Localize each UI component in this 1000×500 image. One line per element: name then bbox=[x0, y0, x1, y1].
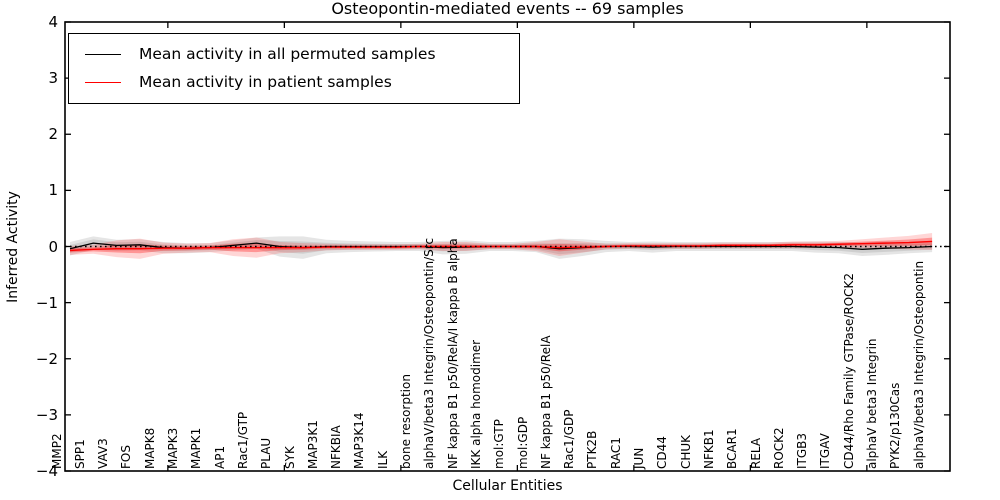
x-tick-label: ROCK2 bbox=[771, 427, 786, 469]
x-tick-label: Rac1/GDP bbox=[562, 409, 577, 469]
x-tick-label: CHUK bbox=[678, 434, 693, 469]
x-tick-label: NF kappa B1 p50/RelA bbox=[538, 335, 553, 469]
legend-label: Mean activity in patient samples bbox=[139, 73, 392, 91]
x-axis-label: Cellular Entities bbox=[452, 478, 563, 494]
x-tick-label: MMP2 bbox=[49, 433, 64, 469]
legend-entry-patient: Mean activity in patient samples bbox=[79, 68, 509, 96]
x-tick-label: MAP3K14 bbox=[352, 412, 367, 469]
x-tick-label: AP1 bbox=[212, 445, 227, 469]
chart-title: Osteopontin-mediated events -- 69 sample… bbox=[331, 0, 684, 18]
x-tick-label: alphaV/beta3 Integrin/Osteopontin bbox=[911, 260, 926, 469]
x-tick-label: JUN bbox=[632, 447, 646, 469]
x-tick-label: mol:GDP bbox=[515, 416, 530, 469]
x-tick-label: MAPK8 bbox=[142, 427, 157, 469]
x-tick-label: NFKBIA bbox=[329, 425, 344, 469]
x-tick-label: PLAU bbox=[259, 437, 274, 469]
x-tick-label: SPP1 bbox=[72, 439, 87, 469]
legend-line-sample-black-icon bbox=[85, 53, 121, 55]
y-tick-label: 3 bbox=[48, 69, 58, 88]
x-tick-label: MAPK3 bbox=[166, 427, 180, 469]
legend-line-sample-red-icon bbox=[85, 81, 121, 83]
y-tick-label: −2 bbox=[35, 349, 58, 368]
patient-band-inner bbox=[70, 237, 933, 254]
x-tick-label: NFKB1 bbox=[701, 429, 716, 469]
y-tick-label: 4 bbox=[48, 13, 58, 31]
legend-entry-permuted: Mean activity in all permuted samples bbox=[79, 40, 509, 68]
x-tick-label: alphaV beta3 Integrin bbox=[865, 338, 879, 469]
x-tick-label: BCAR1 bbox=[725, 428, 740, 469]
x-tick-label: alphaV/beta3 Integrin/Osteopontin/Src bbox=[422, 237, 437, 469]
x-tick-label: RELA bbox=[748, 437, 763, 469]
y-tick-label: −4 bbox=[35, 462, 58, 480]
x-tick-label: MAP3K1 bbox=[305, 420, 320, 469]
y-tick-label: 0 bbox=[48, 237, 58, 256]
x-tick-label: VAV3 bbox=[96, 438, 111, 469]
x-tick-label: MAPK1 bbox=[189, 427, 204, 469]
x-tick-label: RAC1 bbox=[608, 437, 623, 469]
x-tick-label: FOS bbox=[119, 445, 134, 469]
x-tick-label: PTK2B bbox=[585, 430, 600, 469]
x-tick-label: Rac1/GTP bbox=[235, 411, 250, 469]
x-tick-label: CD44 bbox=[655, 436, 670, 469]
x-tick-label: IKK alpha homodimer bbox=[468, 339, 483, 469]
x-tick-label: NF kappa B1 p50/RelA/I kappa B alpha bbox=[445, 238, 460, 469]
legend: Mean activity in all permuted samples Me… bbox=[68, 33, 520, 104]
x-tick-label: mol:GTP bbox=[492, 419, 507, 469]
y-tick-label: −3 bbox=[35, 405, 58, 424]
y-tick-label: 1 bbox=[48, 181, 58, 200]
y-tick-label: 2 bbox=[48, 125, 58, 144]
x-tick-label: PYK2/p130Cas bbox=[888, 382, 903, 469]
x-tick-label: ILK bbox=[375, 450, 390, 469]
x-tick-label: ITGAV bbox=[818, 433, 833, 469]
y-tick-label: −1 bbox=[35, 293, 58, 312]
x-tick-label: SYK bbox=[282, 446, 297, 469]
permuted-band-outer bbox=[70, 236, 933, 259]
x-tick-label: CD44/Rho Family GTPase/ROCK2 bbox=[841, 272, 856, 469]
legend-label: Mean activity in all permuted samples bbox=[139, 45, 436, 63]
x-tick-label: bone resorption bbox=[399, 374, 413, 469]
x-tick-label: ITGB3 bbox=[795, 432, 810, 469]
